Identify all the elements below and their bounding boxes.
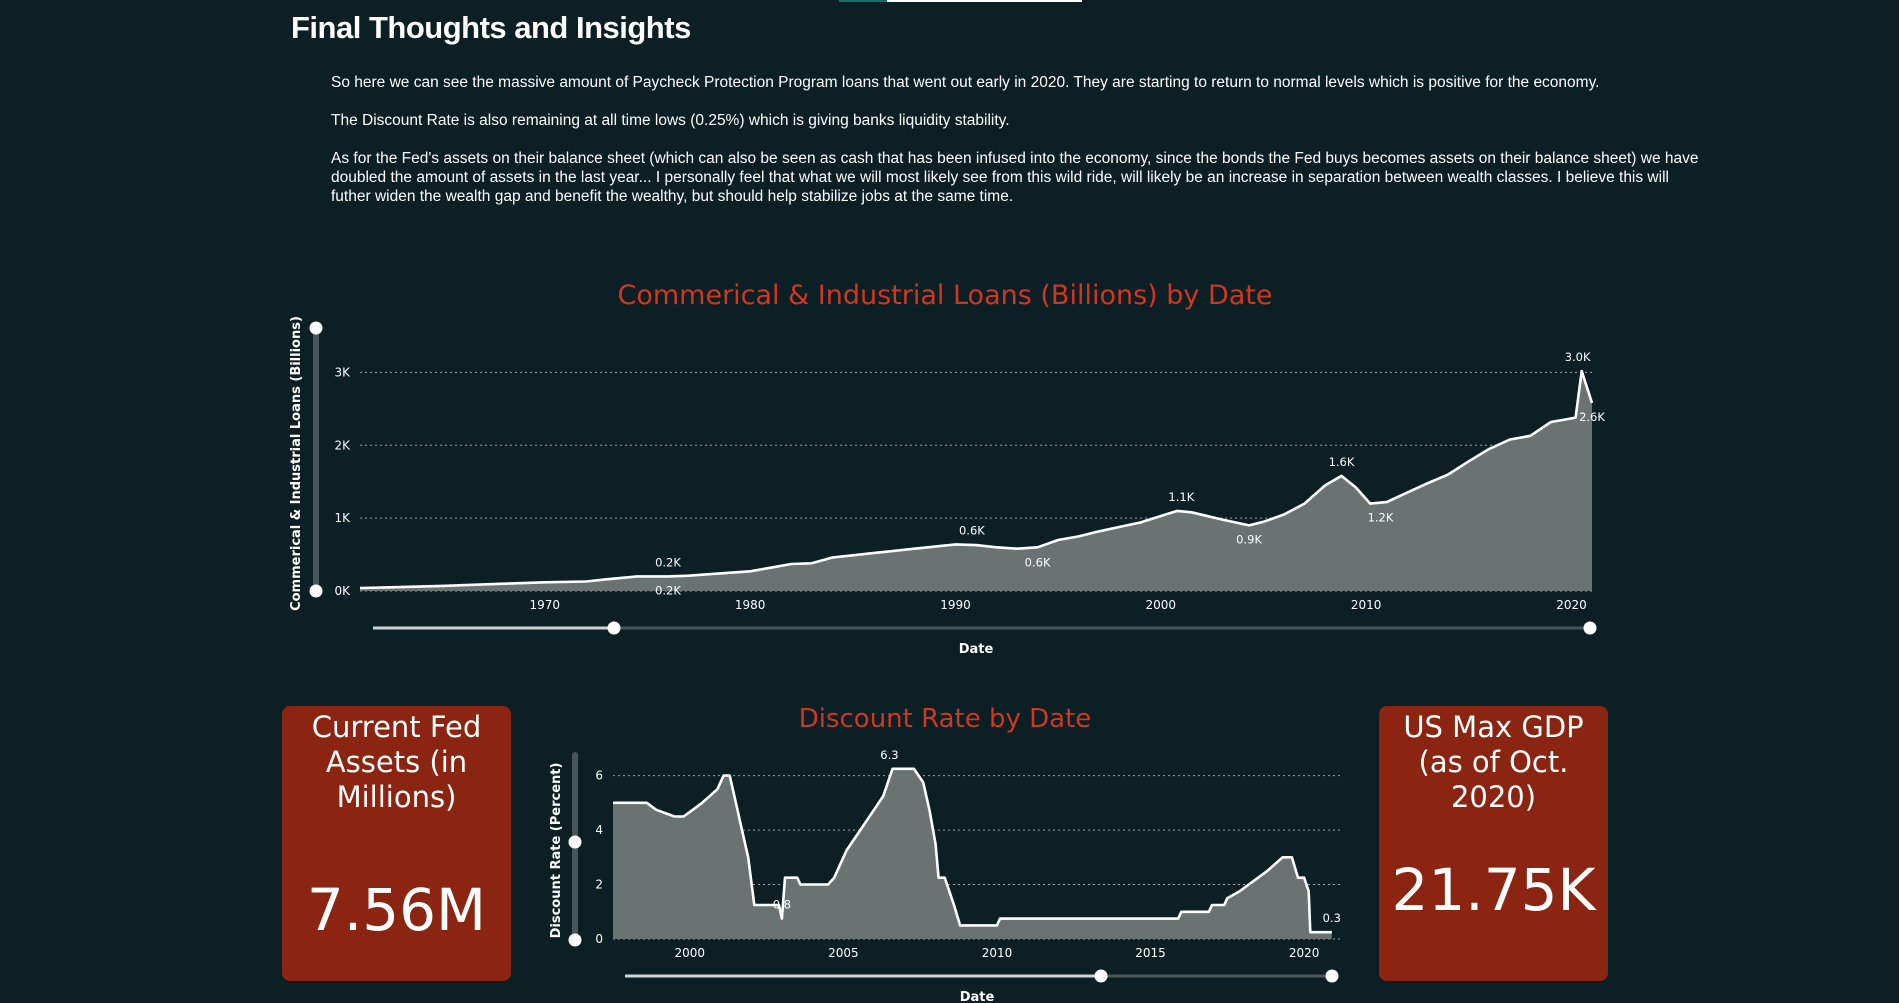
discount-series-line[interactable] <box>613 767 1332 934</box>
discount-y-range-handle-top[interactable] <box>568 835 582 849</box>
discount-x-tick-label: 2000 <box>675 946 706 960</box>
loans-chart-title: Commerical & Industrial Loans (Billions)… <box>617 280 1273 311</box>
loans-x-range-handle-left[interactable] <box>607 621 621 635</box>
discount-chart-title: Discount Rate by Date <box>798 704 1092 734</box>
loans-y-range-handle-bottom[interactable] <box>309 584 323 598</box>
loans-data-label: 0.6K <box>959 523 985 537</box>
loans-data-label: 2.6K <box>1579 410 1605 424</box>
loans-y-tick-label: 1K <box>334 511 351 525</box>
loans-x-tick-label: 2000 <box>1146 598 1177 612</box>
loans-y-range-handle-top[interactable] <box>309 321 323 335</box>
loans-y-tick-label: 2K <box>334 438 351 452</box>
gdp-card[interactable]: US Max GDP (as of Oct. 2020) 21.75K <box>1379 706 1608 981</box>
discount-data-label: 0.3 <box>1323 911 1341 925</box>
discount-y-tick-label: 0 <box>595 932 603 946</box>
discount-x-tick-label: 2020 <box>1289 946 1320 960</box>
gdp-label: US Max GDP (as of Oct. 2020) <box>1403 710 1584 814</box>
page-title: Final Thoughts and Insights <box>291 10 691 45</box>
fed-assets-card[interactable]: Current Fed Assets (in Millions) 7.56M <box>282 706 511 981</box>
loans-data-label: 0.6K <box>1025 556 1051 570</box>
discount-x-axis-title: Date <box>960 990 995 1003</box>
gdp-value: 21.75K <box>1391 856 1596 924</box>
insight-paragraph-discount-rate: The Discount Rate is also remaining at a… <box>331 112 1010 129</box>
discount-y-axis-title: Discount Rate (Percent) <box>549 763 564 939</box>
discount-x-range-handle-left[interactable] <box>1094 969 1108 983</box>
active-page-tab[interactable] <box>839 0 887 2</box>
loans-area <box>360 371 1592 591</box>
discount-y-tick-label: 6 <box>595 769 603 783</box>
loans-y-tick-label: 3K <box>334 365 351 379</box>
loans-series-line[interactable] <box>359 369 1594 590</box>
loans-data-label: 0.2K <box>655 555 681 569</box>
loans-data-label: 1.2K <box>1368 511 1394 525</box>
loans-data-label: 3.0K <box>1565 350 1591 364</box>
loans-x-axis-title: Date <box>959 642 994 657</box>
discount-data-label: 6.3 <box>880 748 898 762</box>
discount-data-label: 0.8 <box>773 898 791 912</box>
discount-x-tick-label: 2010 <box>982 946 1013 960</box>
loans-x-tick-label: 1990 <box>940 598 971 612</box>
discount-x-tick-label: 2005 <box>828 946 859 960</box>
discount-x-tick-label: 2015 <box>1135 946 1166 960</box>
loans-x-tick-label: 1970 <box>530 598 561 612</box>
fed-assets-label: Current Fed Assets (in Millions) <box>311 710 482 814</box>
loans-data-label: 1.6K <box>1329 455 1355 469</box>
loans-data-label: 0.2K <box>655 583 681 597</box>
fed-assets-value: 7.56M <box>306 876 487 944</box>
discount-y-tick-label: 2 <box>595 878 603 892</box>
loans-y-tick-label: 0K <box>334 584 351 598</box>
page-tab-strip[interactable] <box>839 0 1082 2</box>
loans-x-tick-label: 1980 <box>735 598 766 612</box>
loans-data-label: 1.1K <box>1168 490 1194 504</box>
discount-x-range-handle-right[interactable] <box>1325 969 1339 983</box>
discount-y-range-handle-bottom[interactable] <box>568 933 582 947</box>
discount-area <box>613 768 1332 939</box>
discount-y-tick-label: 4 <box>595 823 603 837</box>
loans-x-tick-label: 2020 <box>1556 598 1587 612</box>
loans-y-axis-title: Commerical & Industrial Loans (Billions) <box>289 316 304 611</box>
insight-paragraph-ppp: So here we can see the massive amount of… <box>331 74 1600 91</box>
loans-x-range-handle-right[interactable] <box>1583 621 1597 635</box>
loans-data-label: 0.9K <box>1236 532 1262 546</box>
loans-x-tick-label: 2010 <box>1351 598 1382 612</box>
insight-paragraph-fed-assets: As for the Fed's assets on their balance… <box>331 150 1699 205</box>
